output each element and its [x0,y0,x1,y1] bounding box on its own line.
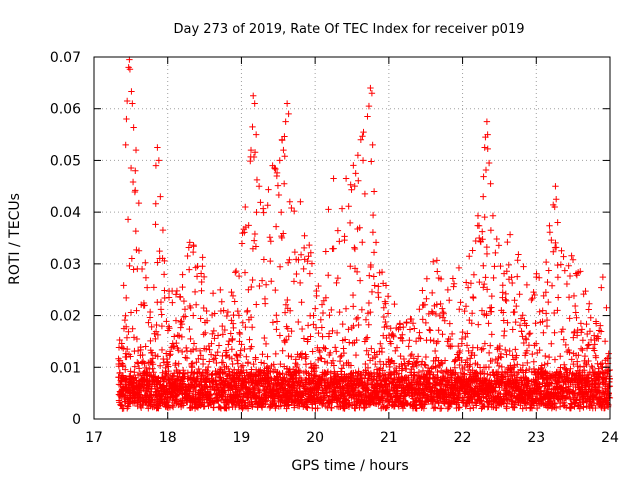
y-tick-label: 0.07 [50,50,81,66]
x-tick-label: 17 [85,430,103,446]
y-tick-label: 0.05 [50,153,81,169]
x-tick-label: 18 [159,430,177,446]
roti-scatter-chart: 17 18 19 20 21 22 23 24 0 0.01 0.02 0.03 0.04 0.05 0.0… [0,0,640,480]
x-tick-label: 20 [306,430,324,446]
y-axis-label: ROTI / TECUs [7,193,23,285]
x-tick-label: 22 [454,430,472,446]
y-tick-label: 0 [72,412,81,428]
y-tick-label: 0.01 [50,360,81,376]
y-tick-label: 0.02 [50,309,81,325]
x-axis-label: GPS time / hours [291,458,408,474]
y-tick-label: 0.06 [50,102,81,118]
x-tick-label: 23 [527,430,545,446]
x-tick-label: 19 [233,430,251,446]
y-tick-label: 0.04 [50,205,81,221]
y-tick-label: 0.03 [50,257,81,273]
x-tick-label: 24 [601,430,619,446]
x-tick-label: 21 [380,430,398,446]
chart-title: Day 273 of 2019, Rate Of TEC Index for r… [174,22,525,37]
